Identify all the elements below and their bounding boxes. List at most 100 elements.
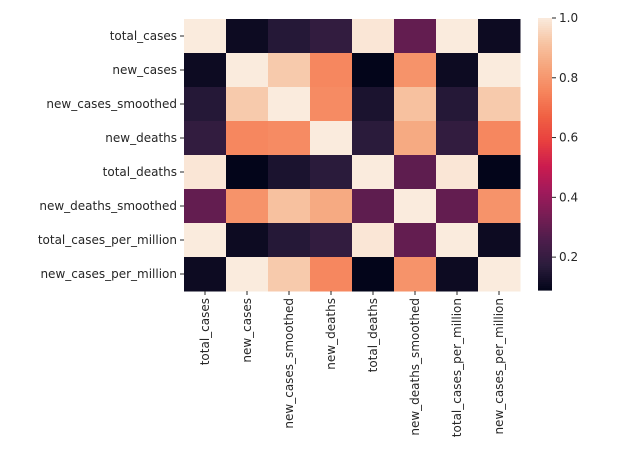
colorbar-segment [538,100,552,103]
colorbar-segment [538,148,552,151]
colorbar-segment [538,254,552,257]
heatmap-cell-7-2 [268,257,311,292]
colorbar-segment [538,58,552,61]
colorbar-segment [538,52,552,55]
heatmap-cell-2-1 [226,87,269,122]
colorbar-segment [538,40,552,43]
colorbar: 0.2 0.4 0.6 0.8 1.0 [538,11,578,291]
colorbar-tick-label: 1.0 [559,11,578,25]
row-label: new_deaths [105,131,177,145]
heatmap-cell-7-6 [436,257,479,292]
colorbar-segment [538,214,552,217]
heatmap-cell-3-3 [310,121,353,156]
heatmap-cell-5-2 [268,189,311,224]
colorbar-tick-label: 0.4 [559,190,578,204]
colorbar-segment [538,250,552,253]
heatmap-cell-3-5 [394,121,437,156]
colorbar-segment [538,246,552,249]
row-label: total_deaths [103,165,177,179]
colorbar-segment [538,104,552,107]
colorbar-segment [538,90,552,93]
heatmap-cell-5-3 [310,189,353,224]
row-label: new_deaths_smoothed [39,199,177,213]
heatmap-cell-4-5 [394,155,437,190]
column-label: total_cases [198,298,212,365]
colorbar-segment [538,240,552,243]
colorbar-segment [538,202,552,205]
colorbar-segment [538,78,552,81]
colorbar-segment [538,230,552,233]
colorbar-segment [538,268,552,271]
colorbar-segment [538,126,552,129]
colorbar-segment [538,178,552,181]
colorbar-segment [538,116,552,119]
column-label: total_cases_per_million [450,298,464,437]
colorbar-segment [538,48,552,51]
colorbar-segment [538,216,552,219]
colorbar-segment [538,194,552,197]
colorbar-segment [538,200,552,203]
heatmap-cell-4-0 [184,155,227,190]
colorbar-segment [538,226,552,229]
heatmap-cell-4-1 [226,155,269,190]
colorbar-segment [538,68,552,71]
colorbar-segment [538,112,552,115]
heatmap-cell-5-6 [436,189,479,224]
colorbar-segment [538,232,552,235]
colorbar-segment [538,158,552,161]
heatmap-cell-2-4 [352,87,395,122]
colorbar-segment [538,272,552,275]
colorbar-segment [538,166,552,169]
colorbar-segment [538,156,552,159]
heatmap-cell-0-5 [394,19,437,54]
colorbar-segment [538,284,552,287]
row-label: total_cases_per_million [38,233,177,247]
heatmap-cell-2-0 [184,87,227,122]
heatmap-cell-1-3 [310,53,353,88]
colorbar-segment [538,204,552,207]
colorbar-segment [538,46,552,49]
colorbar-segment [538,22,552,25]
colorbar-segment [538,218,552,221]
heatmap-cell-5-4 [352,189,395,224]
colorbar-segment [538,168,552,171]
colorbar-segment [538,192,552,195]
colorbar-segment [538,244,552,247]
colorbar-segment [538,124,552,127]
heatmap-cell-3-6 [436,121,479,156]
heatmap-cell-6-2 [268,223,311,258]
colorbar-segment [538,62,552,65]
colorbar-segment [538,224,552,227]
colorbar-segment [538,234,552,237]
heatmap-cells [184,19,521,292]
heatmap-cell-3-7 [478,121,521,156]
colorbar-segment [538,188,552,191]
colorbar-segment [538,120,552,123]
colorbar-segment [538,264,552,267]
colorbar-segment [538,238,552,241]
colorbar-segment [538,56,552,59]
colorbar-segment [538,30,552,33]
colorbar-segment [538,134,552,137]
colorbar-segment [538,38,552,41]
colorbar-segment [538,280,552,283]
colorbar-segment [538,242,552,245]
column-label: new_cases_per_million [492,298,506,435]
heatmap-cell-6-4 [352,223,395,258]
colorbar-segment [538,208,552,211]
colorbar-segment [538,182,552,185]
colorbar-segment [538,110,552,113]
colorbar-segment [538,262,552,265]
colorbar-segment [538,42,552,45]
colorbar-segment [538,44,552,47]
heatmap-cell-3-0 [184,121,227,156]
colorbar-segment [538,28,552,31]
colorbar-segment [538,220,552,223]
heatmap-cell-6-6 [436,223,479,258]
heatmap-cell-2-5 [394,87,437,122]
colorbar-segment [538,94,552,97]
colorbar-segment [538,60,552,63]
colorbar-segment [538,144,552,147]
colorbar-segment [538,222,552,225]
colorbar-tick-label: 0.8 [559,71,578,85]
